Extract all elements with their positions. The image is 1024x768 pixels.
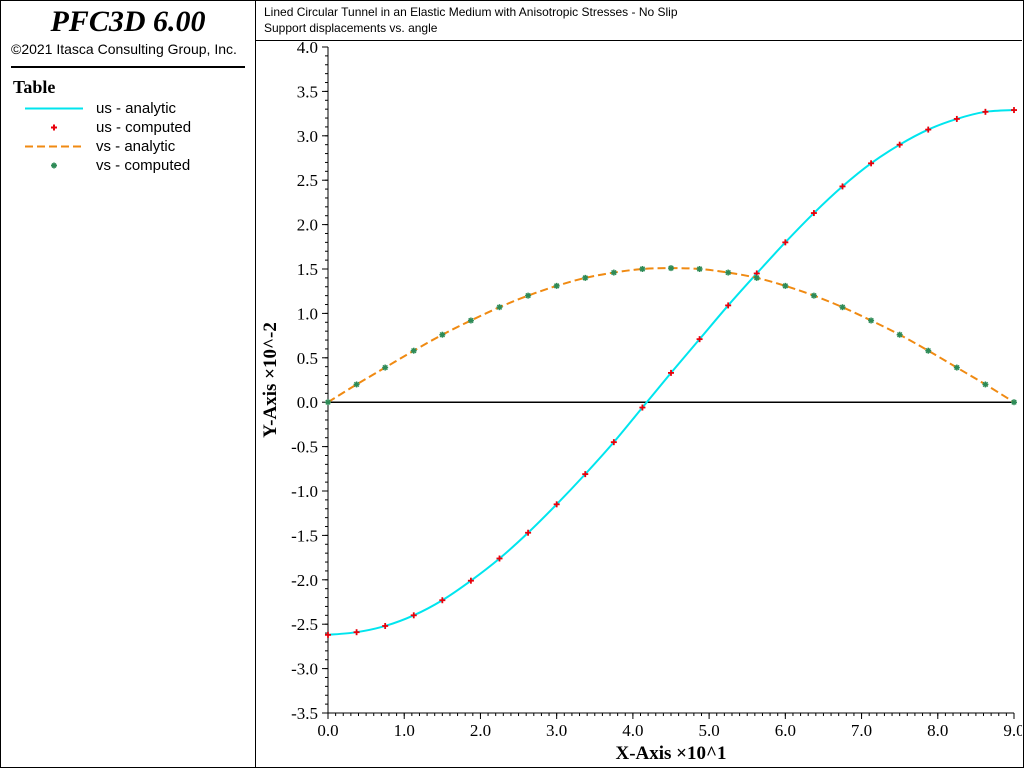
legend-swatch-star-marker xyxy=(51,162,57,169)
data-point-vs-computed xyxy=(325,399,331,406)
legend-label: us - computed xyxy=(96,119,192,136)
data-point-vs-computed xyxy=(382,364,389,371)
data-point-vs-computed xyxy=(782,282,789,289)
data-point-vs-computed xyxy=(1011,399,1017,406)
x-axis-title: X-Axis ×10^1 xyxy=(615,743,726,764)
x-tick-label: 6.0 xyxy=(775,721,796,740)
x-tick-label: 1.0 xyxy=(394,721,415,740)
data-point-us-computed xyxy=(610,439,617,446)
data-point-us-computed xyxy=(553,501,560,508)
data-point-vs-computed xyxy=(839,304,846,311)
data-point-us-computed xyxy=(953,115,960,122)
legend-item-vs-computed: vs - computed xyxy=(25,156,245,175)
x-tick-label: 2.0 xyxy=(470,721,491,740)
y-tick-label: -0.5 xyxy=(291,438,318,457)
legend-label: vs - analytic xyxy=(96,138,176,155)
x-tick-label: 5.0 xyxy=(698,721,719,740)
y-tick-label: 3.5 xyxy=(297,82,318,101)
data-point-vs-computed xyxy=(467,317,474,324)
data-point-us-computed xyxy=(982,108,989,115)
data-point-vs-computed xyxy=(496,304,503,311)
data-point-vs-computed xyxy=(525,292,532,299)
data-point-vs-computed xyxy=(668,265,674,272)
data-point-us-computed xyxy=(668,369,674,376)
legend-swatch-dashed-line xyxy=(25,145,83,148)
legend-swatch-plus-marker xyxy=(51,124,57,131)
copyright-text: ©2021 Itasca Consulting Group, Inc. xyxy=(11,41,237,57)
data-point-vs-computed xyxy=(953,364,960,371)
y-tick-label: 1.5 xyxy=(297,260,318,279)
plot-header: Lined Circular Tunnel in an Elastic Medi… xyxy=(256,1,1022,41)
data-point-vs-computed xyxy=(639,266,646,272)
legend-label: us - analytic xyxy=(96,100,177,117)
x-tick-label: 8.0 xyxy=(927,721,948,740)
y-tick-label: -3.0 xyxy=(291,660,318,679)
data-point-us-computed xyxy=(382,622,389,629)
y-tick-label: 3.0 xyxy=(297,127,318,146)
data-point-us-computed xyxy=(582,471,589,478)
data-point-us-computed xyxy=(496,555,503,562)
y-tick-label: 4.0 xyxy=(297,41,318,57)
legend-item-us-computed: us - computed xyxy=(25,118,245,137)
series-line-vs-analytic xyxy=(327,267,1015,404)
data-point-vs-computed xyxy=(696,266,703,272)
data-point-us-computed xyxy=(639,404,646,411)
legend-title: Table xyxy=(13,77,56,97)
data-point-us-computed xyxy=(925,126,932,133)
legend-item-vs-analytic: vs - analytic xyxy=(25,137,245,156)
data-point-vs-computed xyxy=(582,274,589,281)
data-point-vs-computed xyxy=(553,282,560,289)
y-tick-label: -3.5 xyxy=(291,704,318,723)
data-point-us-computed xyxy=(1011,107,1017,114)
y-tick-label: 1.0 xyxy=(297,304,318,323)
y-tick-label: -2.0 xyxy=(291,571,318,590)
y-tick-label: -2.5 xyxy=(291,615,318,634)
data-point-us-computed xyxy=(725,302,732,309)
y-tick-label: 0.0 xyxy=(297,393,318,412)
x-tick-label: 4.0 xyxy=(622,721,643,740)
x-tick-label: 3.0 xyxy=(546,721,567,740)
data-point-us-computed xyxy=(810,210,817,217)
data-point-us-computed xyxy=(868,160,875,167)
data-point-us-computed xyxy=(525,529,532,536)
data-point-us-computed xyxy=(353,629,360,636)
data-point-us-computed xyxy=(325,631,331,638)
x-tick-label: 7.0 xyxy=(851,721,872,740)
legend-item-us-analytic: us - analytic xyxy=(25,99,245,118)
data-point-vs-computed xyxy=(810,292,817,299)
chart-area: -3.5 -3.0 -2.5 -2.0 -1.5 -1.0 -0.5 0.0 0.5 1.0 1.5… xyxy=(260,41,1022,764)
y-tick-label: 2.5 xyxy=(297,171,318,190)
data-point-us-computed xyxy=(439,597,446,604)
data-point-us-computed xyxy=(839,183,846,190)
data-point-us-computed xyxy=(467,577,474,584)
data-point-vs-computed xyxy=(353,381,360,388)
data-point-vs-computed xyxy=(868,317,875,324)
y-tick-label: -1.0 xyxy=(291,482,318,501)
x-tick-label: 0.0 xyxy=(317,721,338,740)
data-point-vs-computed xyxy=(725,269,732,276)
data-point-vs-computed xyxy=(925,347,932,354)
y-tick-label: 2.0 xyxy=(297,216,318,235)
data-point-vs-computed xyxy=(410,347,417,354)
data-point-us-computed xyxy=(410,612,417,619)
legend-label: vs - computed xyxy=(96,157,191,174)
data-point-us-computed xyxy=(896,141,903,148)
data-point-vs-computed xyxy=(982,381,989,388)
divider xyxy=(11,66,245,68)
y-tick-label: -1.5 xyxy=(291,526,318,545)
data-point-vs-computed xyxy=(439,331,446,338)
y-axis-title: Y-Axis ×10^-2 xyxy=(260,322,281,438)
data-point-vs-computed xyxy=(896,331,903,338)
x-tick-label: 9.0 xyxy=(1003,721,1022,740)
data-point-vs-computed xyxy=(753,274,760,281)
data-point-us-computed xyxy=(782,239,789,246)
app-title: PFC3D 6.00 xyxy=(50,5,206,38)
data-point-vs-computed xyxy=(610,269,617,276)
info-panel: PFC3D 6.00 ©2021 Itasca Consulting Group… xyxy=(1,1,256,767)
data-point-us-computed xyxy=(696,336,703,343)
legend-swatch-solid-line xyxy=(25,107,83,110)
plot-subtitle: Support displacements vs. angle xyxy=(264,21,438,35)
plot-title: Lined Circular Tunnel in an Elastic Medi… xyxy=(264,5,678,19)
y-tick-label: 0.5 xyxy=(297,349,318,368)
